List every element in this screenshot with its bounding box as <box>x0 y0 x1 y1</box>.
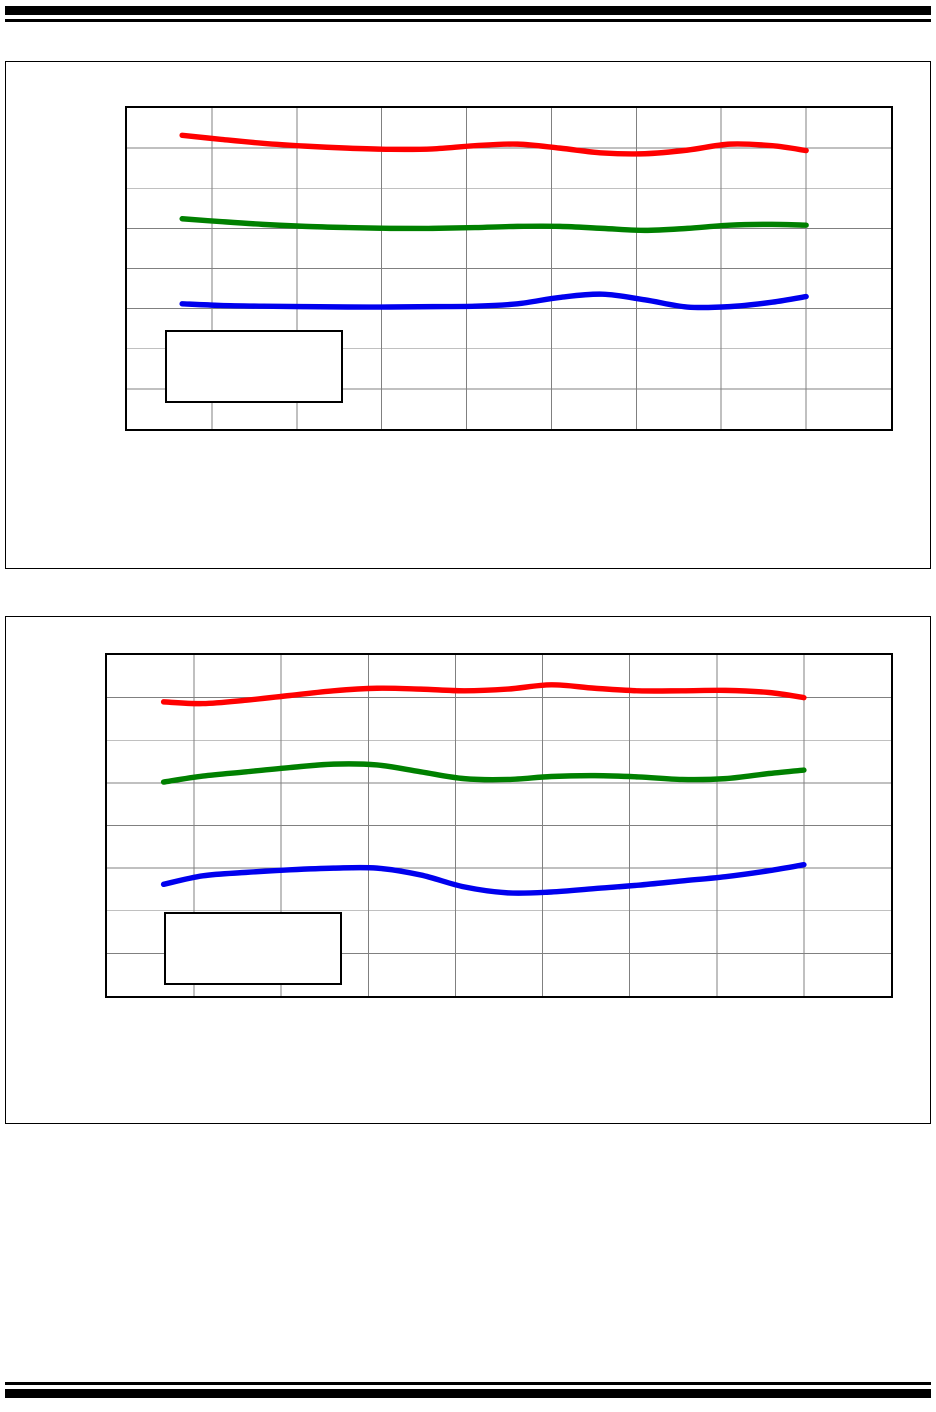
series-layer-top <box>179 132 809 311</box>
line-series-green <box>179 216 809 234</box>
legend-box-bottom[interactable] <box>164 912 342 985</box>
line-series-blue <box>160 861 807 896</box>
plot-area-bottom <box>105 653 893 998</box>
line-series-green <box>160 761 807 785</box>
chart-card-bottom <box>5 616 931 1124</box>
chart-card-top <box>5 61 931 569</box>
header-rule-thin <box>5 19 931 22</box>
line-series-blue <box>179 291 809 311</box>
line-series-red <box>160 682 807 707</box>
legend-box-top[interactable] <box>165 330 343 403</box>
header-rule-thick <box>5 6 931 15</box>
series-layer-bottom <box>160 682 807 896</box>
footer-rule-thick <box>5 1389 931 1398</box>
plot-area-top <box>125 106 893 431</box>
footer-rule-thin <box>5 1382 931 1385</box>
grid-bottom <box>107 655 891 996</box>
line-series-red <box>179 132 809 157</box>
